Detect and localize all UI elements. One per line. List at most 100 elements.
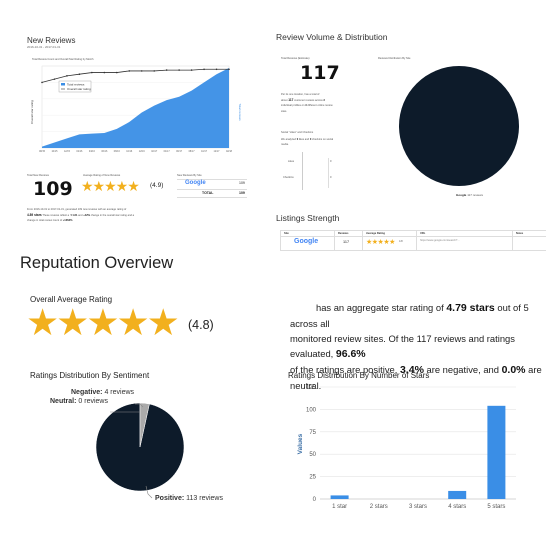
y-tick-label: 50 bbox=[309, 452, 316, 458]
x-tick-label: 4 stars bbox=[448, 504, 466, 510]
sentiment-positive-label: Positive: 113 reviews bbox=[155, 495, 223, 502]
listings-header-reviews: Reviews bbox=[338, 232, 349, 235]
x-tick-label: 06/17 bbox=[176, 150, 183, 153]
avg-new-rating-label: Average Rating of New Reviews bbox=[83, 174, 121, 177]
rating-point bbox=[116, 71, 118, 74]
total-reviews-estimate-value: 117 bbox=[300, 62, 340, 84]
y-tick-label: 100 bbox=[306, 407, 317, 413]
x-tick-label: 08/17 bbox=[189, 150, 196, 153]
bar-4-stars bbox=[448, 490, 467, 499]
social-likes-label: Social "Likes" and Checkins bbox=[281, 131, 314, 134]
rating-point bbox=[165, 69, 168, 71]
rating-point bbox=[153, 70, 155, 72]
listings-header-notes: Notes bbox=[516, 232, 524, 235]
rating-point bbox=[178, 69, 180, 71]
x-tick-label: 08/16 bbox=[114, 150, 121, 153]
total-reviews-estimate-label: Total Reviews (Estimate) bbox=[281, 57, 310, 60]
rating-point bbox=[66, 75, 68, 77]
rating-point bbox=[53, 78, 56, 80]
reviews-by-site-table: Google 109 TOTAL 109 bbox=[177, 179, 247, 201]
x-tick-label: 10/15 bbox=[51, 150, 58, 153]
checkins-value: 0 bbox=[330, 176, 332, 179]
rating-point bbox=[128, 70, 131, 72]
x-tick-label: 08/15 bbox=[39, 150, 46, 153]
overall-rating-value: (4.8) bbox=[188, 318, 214, 332]
rating-point bbox=[215, 68, 218, 71]
y-tick-label: 125 bbox=[306, 385, 317, 391]
new-reviews-chart-title: Total Review Count and Overall Star Rati… bbox=[32, 58, 94, 61]
listings-google-reviews: 117 bbox=[343, 240, 350, 244]
sentiment-negative-label: Negative: 4 reviews bbox=[71, 389, 135, 396]
reviews-by-site-label: New Reviews By Site bbox=[177, 174, 202, 177]
new-reviews-title: New Reviews bbox=[27, 36, 76, 45]
overview-paragraph: has an aggregate star rating of 4.79 sta… bbox=[290, 302, 542, 391]
listings-google-rating: 4.8 bbox=[399, 240, 403, 243]
listings-google-url[interactable]: https://www.google.com/search?... bbox=[420, 239, 460, 242]
total-row-count: 109 bbox=[239, 191, 245, 195]
bar-5-stars bbox=[487, 405, 506, 499]
listings-header-rating: Average Rating bbox=[366, 232, 385, 235]
legend-total-reviews: Total reviews bbox=[67, 83, 85, 87]
pie-slice-negative bbox=[139, 402, 150, 448]
x-tick-label: 10/17 bbox=[201, 150, 208, 153]
listings-google-logo: Google bbox=[294, 238, 319, 245]
avg-new-rating-stars: ★★★★★ bbox=[81, 178, 140, 194]
x-tick-label: 06/16 bbox=[101, 150, 108, 153]
total-new-reviews-label: Total New Reviews bbox=[27, 174, 49, 177]
x-tick-label: 02/16 bbox=[76, 150, 83, 153]
review-volume-title: Review Volume & Distribution bbox=[276, 32, 388, 42]
rating-point bbox=[78, 73, 81, 75]
reviews-by-site-pie bbox=[399, 66, 519, 186]
y-left-label: Overall star rating bbox=[30, 100, 34, 124]
listings-header-site: Site bbox=[284, 232, 289, 235]
sentiment-neutral-label: Neutral: 0 reviews bbox=[50, 398, 108, 405]
listings-strength-title: Listings Strength bbox=[276, 213, 340, 223]
new-reviews-legend bbox=[58, 80, 92, 93]
listings-google-stars: ★★★★★ bbox=[366, 239, 395, 246]
bar-1-stars bbox=[330, 495, 349, 499]
rating-point bbox=[103, 71, 106, 74]
x-tick-label: 1 star bbox=[332, 504, 347, 510]
x-tick-label: 04/17 bbox=[164, 150, 171, 153]
google-logo-text: Google bbox=[185, 180, 206, 186]
x-tick-label: 10/16 bbox=[126, 150, 133, 153]
social-description: We analyzed 0 likes and 0 checkins on so… bbox=[281, 138, 334, 146]
google-new-count: 109 bbox=[239, 181, 245, 185]
overall-average-rating-label: Overall Average Rating bbox=[30, 295, 113, 304]
bar-y-label: Values bbox=[297, 433, 304, 454]
x-tick-label: 12/16 bbox=[139, 150, 146, 153]
rating-point bbox=[91, 71, 93, 74]
overall-rating-stars: ★★★★★ bbox=[26, 302, 180, 343]
sentiment-pie bbox=[95, 402, 185, 492]
stars-bar-chart: 0 25 50 75 100 125 1 star 2 stars 3 stars 4 star… bbox=[297, 385, 516, 510]
checkins-label: Checkins bbox=[283, 176, 294, 179]
sentiment-leaders bbox=[110, 403, 153, 499]
legend-star-rating: Overall star rating bbox=[67, 87, 91, 91]
stars-distribution-title: Ratings Distribution By Number of Stars bbox=[288, 371, 430, 380]
rating-point bbox=[203, 68, 205, 71]
x-tick-label: 12/15 bbox=[64, 150, 71, 153]
new-reviews-summary: From 2016-10-31 to 2017-01-31, generated… bbox=[27, 208, 135, 222]
pie-google-label: Google 117 reviews bbox=[456, 193, 483, 197]
likes-label: Likes bbox=[288, 160, 295, 163]
x-tick-label: 12/17 bbox=[214, 150, 221, 153]
volume-description: Per its one location, has a total of abo… bbox=[281, 93, 333, 113]
listings-table: Site Reviews Average Rating URL Notes Go… bbox=[280, 230, 546, 252]
y-tick-label: 0 bbox=[313, 497, 317, 503]
x-tick-label: 2 stars bbox=[370, 504, 388, 510]
new-reviews-date-range: 2016-10-31 - 2017-01-31 bbox=[27, 45, 61, 49]
sentiment-title: Ratings Distribution By Sentiment bbox=[30, 371, 150, 380]
y-tick-label: 25 bbox=[309, 475, 316, 481]
x-tick-label: 02/17 bbox=[151, 150, 158, 153]
x-tick-label: 3 stars bbox=[409, 504, 427, 510]
pie-slice-google bbox=[399, 66, 519, 186]
y-tick-label: 75 bbox=[309, 430, 316, 436]
rating-point bbox=[41, 81, 43, 84]
x-tick-label: 04/16 bbox=[89, 150, 96, 153]
rating-point bbox=[190, 69, 193, 71]
reviews-distribution-label: Reviews Distribution By Site bbox=[378, 57, 411, 60]
reputation-overview-title: Reputation Overview bbox=[20, 254, 174, 272]
total-reviews-area bbox=[42, 68, 229, 148]
rating-point bbox=[140, 70, 143, 72]
star-rating-line bbox=[41, 68, 229, 83]
